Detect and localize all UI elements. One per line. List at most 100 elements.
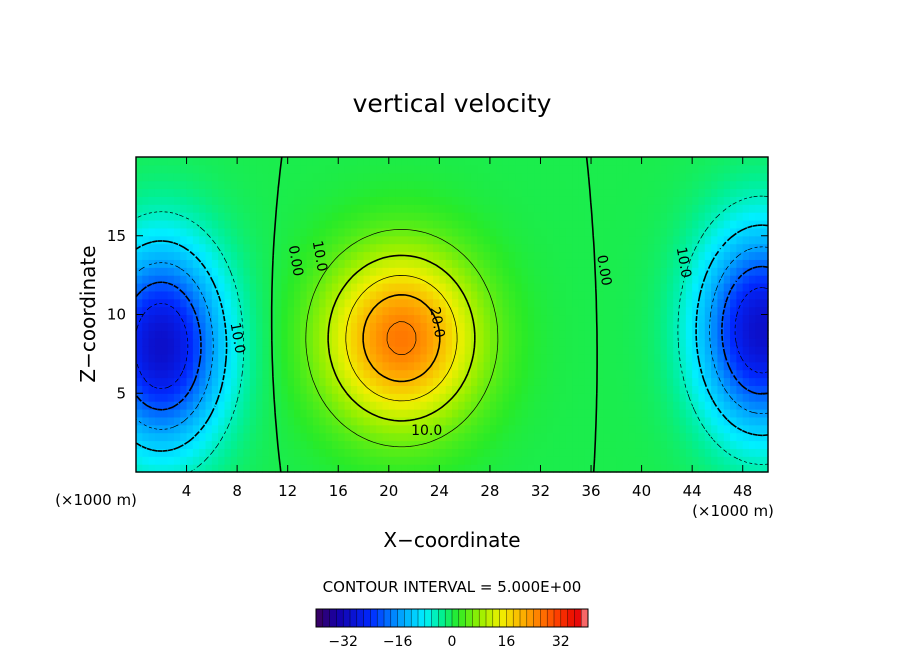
heatmap-cell — [199, 401, 207, 410]
heatmap-cell — [749, 235, 756, 245]
heatmap-cell — [414, 267, 421, 276]
heatmap-cell — [572, 385, 579, 394]
heatmap-cell — [294, 353, 301, 363]
heatmap-cell — [647, 409, 655, 418]
heatmap-cell — [483, 259, 491, 268]
heatmap-cell — [477, 346, 485, 355]
heatmap-cell — [433, 243, 440, 253]
heatmap-cell — [635, 275, 643, 284]
heatmap-cell — [452, 322, 459, 331]
heatmap-cell — [382, 188, 390, 197]
heatmap-cell — [559, 432, 567, 442]
heatmap-cell — [237, 314, 245, 323]
heatmap-cell — [331, 267, 339, 276]
heatmap-cell — [477, 424, 485, 434]
heatmap-cell — [502, 330, 510, 339]
heatmap-cell — [572, 338, 579, 347]
heatmap-cell — [306, 157, 314, 166]
positive-contour-line — [345, 275, 458, 402]
heatmap-cell — [287, 409, 295, 418]
heatmap-cell — [426, 259, 434, 268]
heatmap-cell — [211, 212, 219, 221]
heatmap-cell — [350, 314, 358, 323]
heatmap-cell — [761, 346, 769, 355]
heatmap-cell — [148, 188, 156, 197]
heatmap-cell — [426, 220, 434, 229]
heatmap-cell — [205, 204, 213, 213]
heatmap-cell — [717, 157, 725, 166]
heatmap-cell — [338, 409, 346, 418]
heatmap-cell — [211, 259, 219, 268]
heatmap-cell — [578, 369, 586, 379]
heatmap-cell — [148, 298, 156, 308]
heatmap-cell — [508, 306, 516, 316]
heatmap-cell — [508, 267, 516, 276]
heatmap-cell — [357, 188, 365, 197]
heatmap-cell — [281, 164, 289, 174]
heatmap-cell — [584, 275, 592, 284]
x-axis-unit-right: (×1000 m) — [692, 502, 774, 520]
heatmap-cell — [331, 180, 339, 190]
heatmap-cell — [268, 456, 276, 465]
heatmap-cell — [414, 338, 421, 347]
heatmap-cell — [553, 164, 561, 174]
heatmap-cell — [401, 298, 409, 308]
heatmap-cell — [628, 212, 636, 221]
heatmap-cell — [262, 227, 270, 237]
heatmap-cell — [230, 322, 238, 331]
heatmap-cell — [414, 314, 421, 323]
heatmap-cell — [249, 330, 257, 339]
heatmap-cell — [224, 164, 232, 174]
heatmap-cell — [420, 448, 428, 457]
heatmap-cell — [730, 361, 737, 371]
heatmap-cell — [401, 235, 409, 245]
heatmap-cell — [464, 243, 472, 253]
heatmap-cell — [376, 275, 384, 284]
heatmap-cell — [388, 464, 396, 473]
heatmap-cell — [230, 157, 238, 166]
heatmap-cell — [546, 196, 554, 205]
heatmap-cell — [300, 346, 308, 355]
heatmap-cell — [211, 220, 219, 229]
heatmap-cell — [230, 196, 238, 205]
heatmap-cell — [742, 369, 750, 379]
heatmap-cell — [704, 204, 712, 213]
heatmap-cell — [641, 235, 649, 245]
heatmap-cell — [224, 275, 232, 284]
heatmap-cell — [584, 251, 592, 260]
heatmap-cell — [692, 275, 700, 284]
heatmap-cell — [723, 330, 731, 339]
heatmap-cell — [338, 267, 346, 276]
heatmap-cell — [256, 188, 263, 197]
heatmap-cell — [205, 330, 213, 339]
heatmap-cell — [723, 361, 731, 371]
heatmap-cell — [388, 424, 396, 434]
heatmap-cell — [167, 346, 175, 355]
heatmap-cell — [470, 220, 478, 229]
heatmap-cell — [755, 227, 763, 237]
heatmap-cell — [717, 416, 725, 426]
heatmap-cell — [237, 251, 245, 260]
heatmap-cell — [312, 369, 320, 379]
heatmap-cell — [559, 314, 567, 323]
heatmap-cell — [496, 164, 504, 174]
heatmap-cell — [243, 464, 251, 473]
heatmap-cell — [300, 251, 308, 260]
heatmap-cell — [534, 424, 542, 434]
heatmap-cell — [692, 157, 700, 166]
heatmap-cell — [167, 322, 175, 331]
heatmap-cell — [369, 401, 377, 410]
heatmap-cell — [414, 157, 421, 166]
heatmap-cell — [698, 464, 706, 473]
heatmap-cell — [338, 298, 346, 308]
heatmap-cell — [483, 251, 491, 260]
heatmap-cell — [502, 322, 510, 331]
heatmap-cell — [338, 314, 346, 323]
heatmap-cell — [666, 401, 674, 410]
heatmap-cell — [679, 235, 687, 245]
heatmap-cell — [749, 188, 756, 197]
heatmap-cell — [180, 157, 188, 166]
heatmap-cell — [685, 314, 693, 323]
heatmap-cell — [584, 393, 592, 402]
heatmap-cell — [711, 267, 719, 276]
